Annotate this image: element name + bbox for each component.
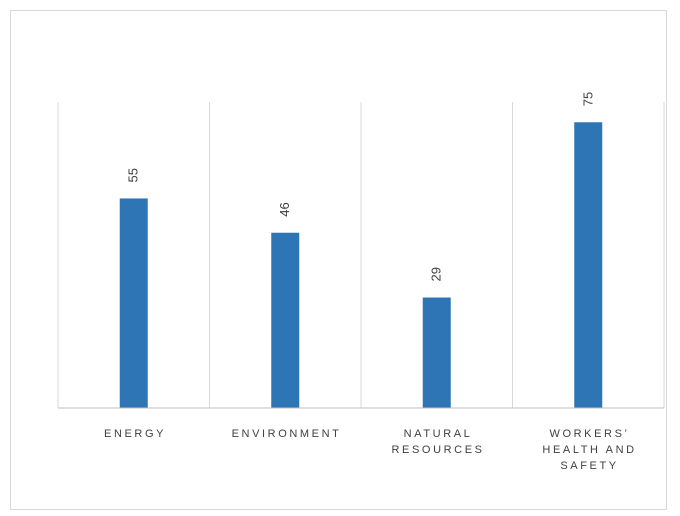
- data-label-2: 46: [277, 202, 292, 216]
- category-label-2: ENVIRONMENT: [232, 428, 342, 440]
- bar-1: [119, 198, 148, 408]
- bar-2: [271, 232, 300, 408]
- data-label-4: 75: [580, 92, 595, 106]
- data-label-3: 29: [429, 267, 444, 281]
- category-label-4-line-1: WORKERS’: [550, 428, 630, 440]
- bar-3: [422, 297, 451, 408]
- category-label-4-line-3: SAFETY: [560, 460, 618, 472]
- chart-frame: [10, 10, 667, 510]
- data-label-1: 55: [126, 168, 141, 182]
- category-label-1: ENERGY: [104, 428, 166, 440]
- category-label-3-line-2: RESOURCES: [392, 444, 485, 456]
- category-label-3-line-1: NATURAL: [404, 428, 473, 440]
- category-label-4-line-2: HEALTH AND: [542, 444, 636, 456]
- bar-4: [574, 122, 603, 408]
